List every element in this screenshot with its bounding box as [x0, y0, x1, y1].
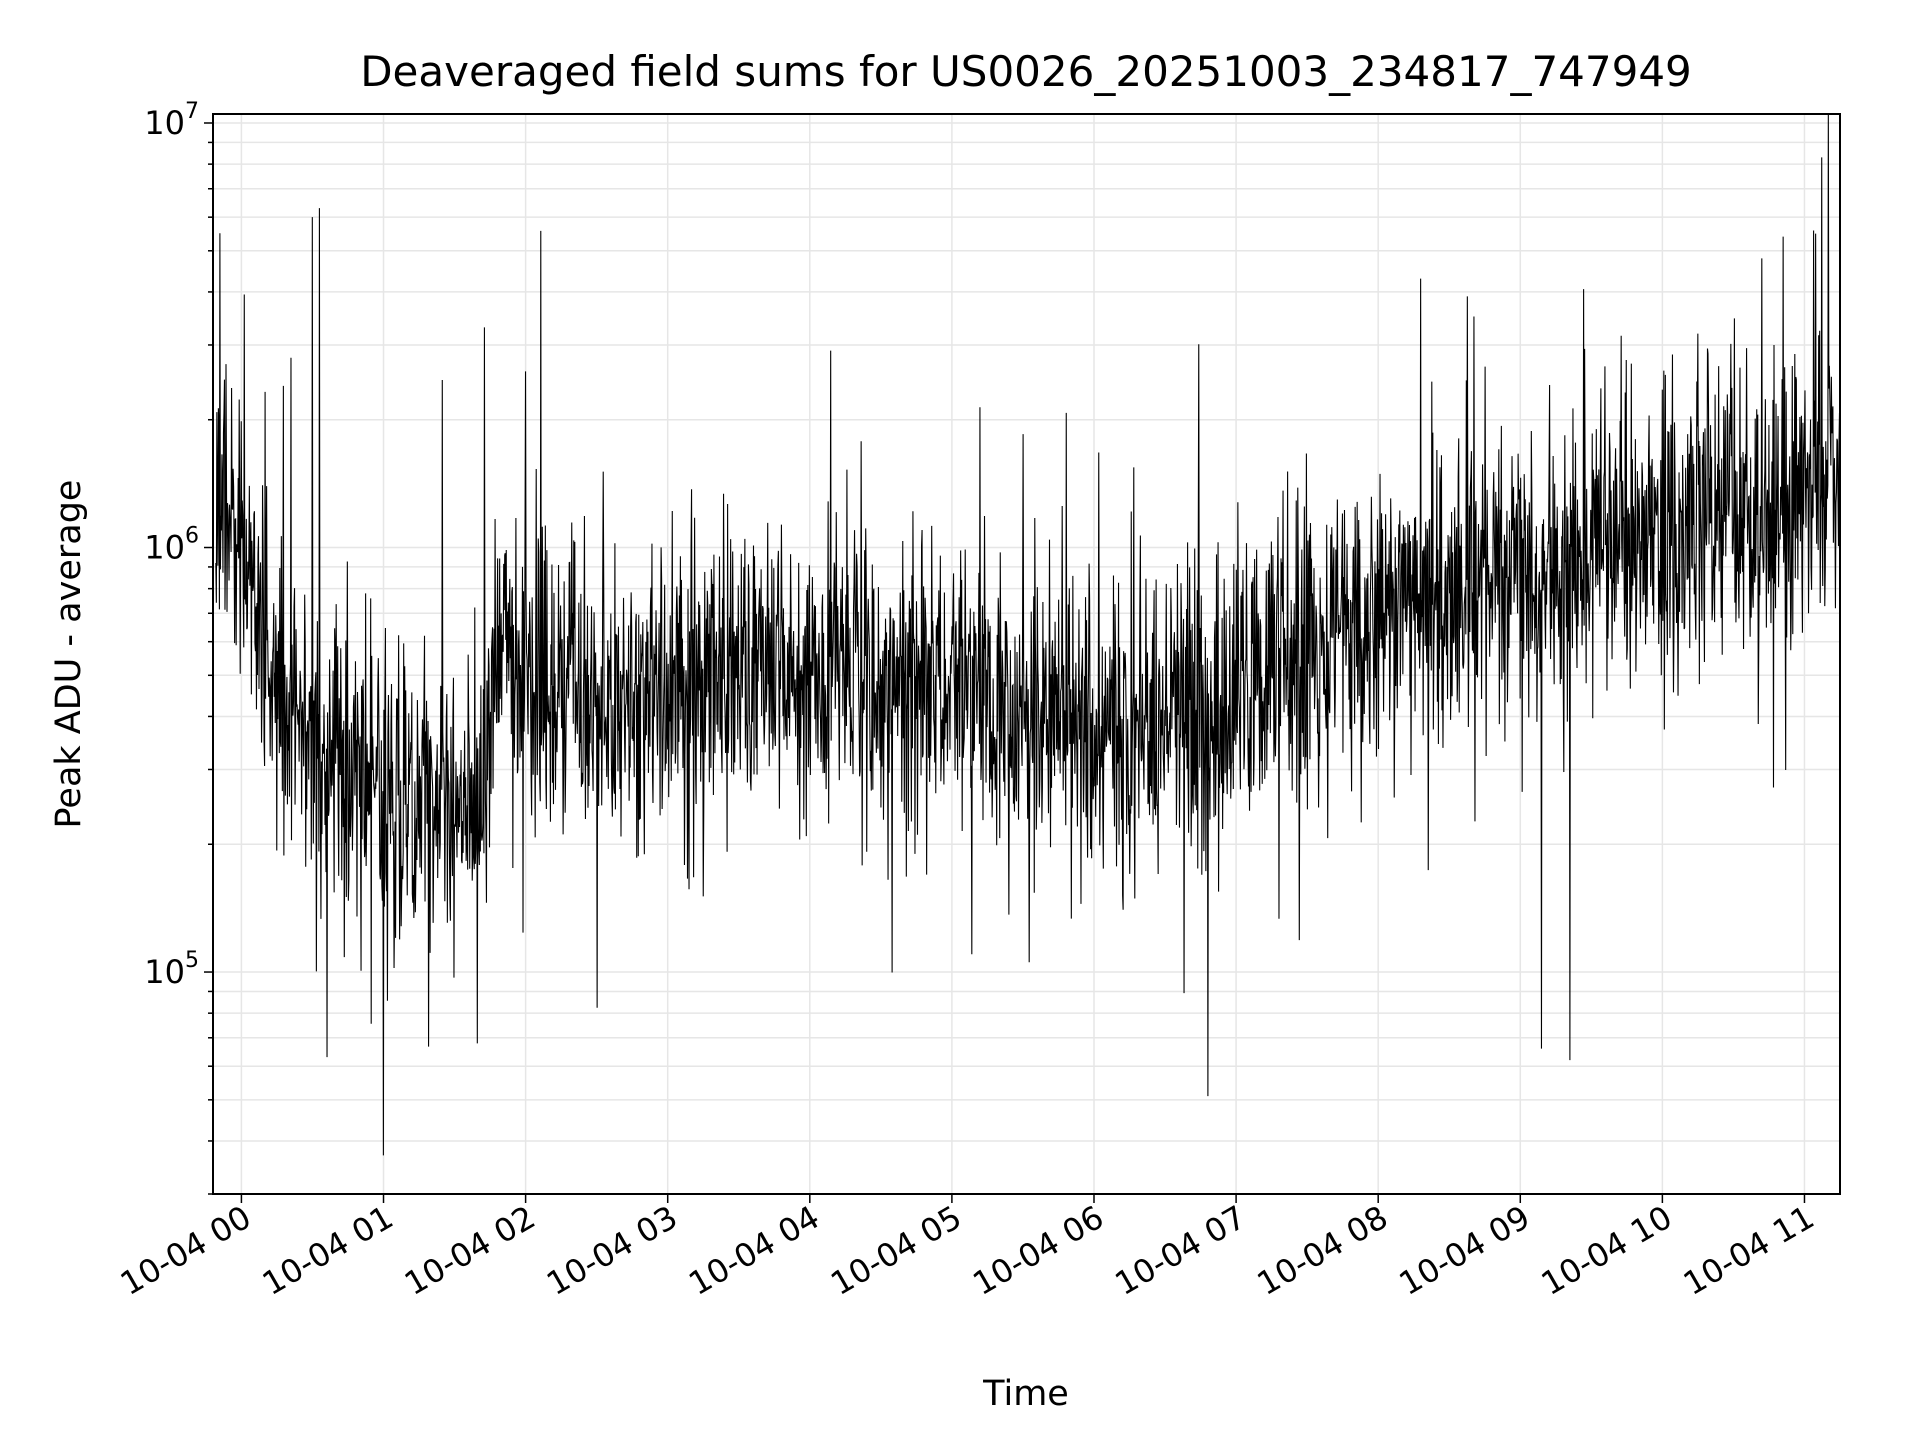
y-tick-label: 107: [144, 99, 199, 142]
y-tick-exponent: 5: [185, 948, 199, 973]
data-series: [215, 114, 1841, 1156]
y-axis-label: Peak ADU - average: [49, 480, 89, 829]
series-line: [215, 114, 1841, 1156]
y-tick-exponent: 7: [185, 99, 199, 124]
chart-title: Deaveraged field sums for US0026_2025100…: [360, 47, 1692, 96]
y-tick-exponent: 6: [185, 524, 199, 549]
y-tick-label: 106: [144, 524, 199, 567]
x-axis-label: Time: [982, 1374, 1069, 1414]
plot-frame: [212, 113, 1841, 1195]
y-tick-label: 105: [144, 948, 199, 991]
